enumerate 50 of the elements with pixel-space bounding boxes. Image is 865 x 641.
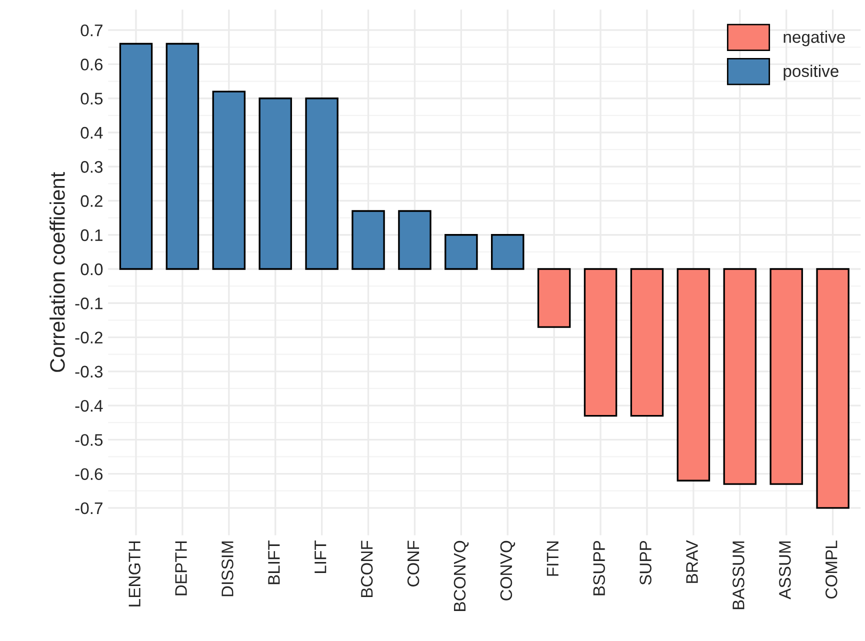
x-tick-label: CONF [407,540,420,586]
bar [676,268,710,482]
x-tick-label: BCONVQ [454,540,469,611]
x-tick-label: FITN [546,541,558,576]
y-tick-label: -0.7 [75,502,102,514]
x-tick-label: CONVQ [500,540,516,600]
bar [398,210,432,270]
bar [723,268,757,485]
bar [352,210,385,270]
legend-label: positive [784,64,838,80]
bar [212,90,246,270]
y-tick-label: -0.1 [75,298,102,310]
x-tick-label: BLIFT [268,540,280,584]
x-tick-label: LIFT [314,540,326,573]
y-tick-label: -0.2 [75,332,102,344]
y-tick-label: 0.2 [80,195,102,207]
bar [119,42,153,270]
bar [444,234,478,270]
x-tick-label: DEPTH [175,541,187,596]
y-tick-label: -0.3 [75,366,103,378]
x-tick-label: COMPL [825,540,838,599]
x-tick-label: BASSUM [732,541,744,610]
bar [166,42,200,270]
bar [816,268,850,509]
bar [537,268,571,328]
y-axis-title: Correlation coefficient [50,172,65,372]
bar [491,234,524,270]
y-tick-label: 0.7 [80,24,102,36]
x-tick-label: BSUPP [593,540,606,596]
legend-label: negative [784,30,845,46]
x-tick-label: DISSIM [222,541,234,596]
x-tick-label: BRAV [686,540,698,583]
x-tick-label: ASSUM [779,541,791,600]
bar [770,268,803,485]
x-tick-label: LENGTH [128,541,140,606]
y-tick-label: 0.1 [80,229,102,242]
y-tick-label: -0.4 [75,400,103,412]
y-tick-label: 0.6 [80,58,103,70]
y-tick-label: 0.4 [80,126,103,139]
y-tick-label: 0.5 [80,92,103,105]
y-tick-label: 0.3 [80,161,103,173]
bar [584,268,618,417]
bar [630,268,664,417]
bar [258,98,292,270]
bar [305,98,338,270]
y-tick-label: -0.6 [75,468,103,480]
y-tick-label: -0.5 [75,434,103,446]
x-tick-label: BCONF [360,540,373,598]
x-tick-label: SUPP [640,540,652,585]
y-tick-label: 0.0 [80,263,103,276]
